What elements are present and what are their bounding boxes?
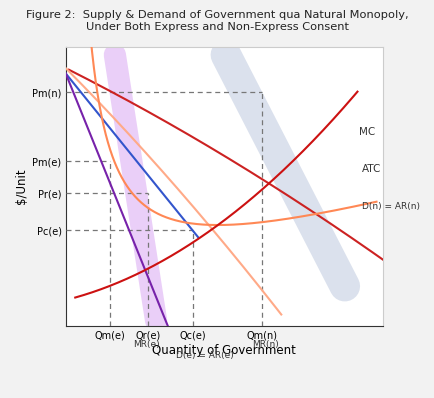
Text: Under Both Express and Non-Express Consent: Under Both Express and Non-Express Conse… [85,22,349,32]
Text: MC: MC [359,127,375,137]
Text: Figure 2:  Supply & Demand of Government qua Natural Monopoly,: Figure 2: Supply & Demand of Government … [26,10,408,20]
Text: D(e) = AR(e): D(e) = AR(e) [176,351,234,360]
Text: MR(e): MR(e) [133,340,160,349]
Text: D(n) = AR(n): D(n) = AR(n) [362,202,420,211]
Y-axis label: $/Unit: $/Unit [15,169,28,204]
Text: MR(n): MR(n) [252,340,279,349]
X-axis label: Quantity of Government: Quantity of Government [152,344,296,357]
Text: ATC: ATC [362,164,381,174]
